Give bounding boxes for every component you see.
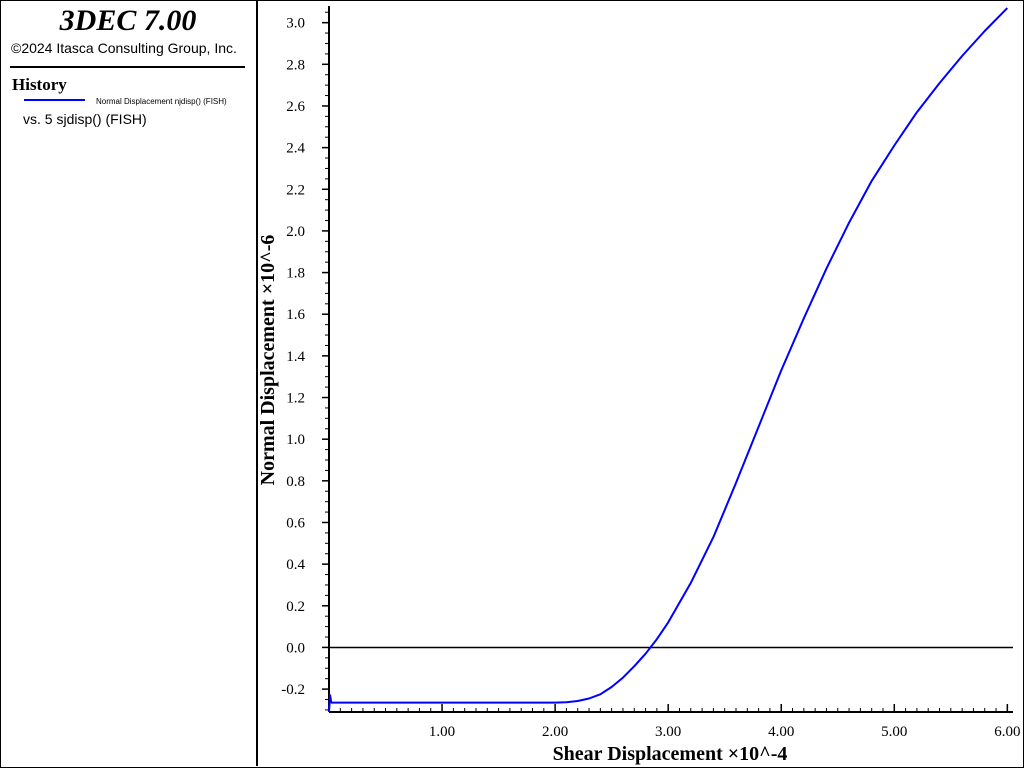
y-tick-label: 2.2 <box>286 182 305 198</box>
y-tick-label: 0.4 <box>286 557 305 573</box>
y-tick-label: 2.4 <box>286 141 305 157</box>
y-axis-title: Normal Displacement ×10^-6 <box>258 235 279 486</box>
y-tick-label: 0.6 <box>286 515 305 531</box>
y-tick-label: 1.4 <box>286 349 305 365</box>
legend-entry-label: Normal Displacement njdisp() (FISH) <box>96 97 227 106</box>
y-tick-label: 0.0 <box>286 640 305 656</box>
x-tick-label: 1.00 <box>429 724 455 740</box>
y-tick-label: 1.6 <box>286 307 305 323</box>
series-line-normal-displacement <box>328 7 1009 713</box>
series-group <box>328 7 1009 713</box>
y-tick-label: 1.2 <box>286 391 305 407</box>
legend-panel: 3DEC 7.00 ©2024 Itasca Consulting Group,… <box>0 0 258 766</box>
x-tick-label: 6.00 <box>994 724 1020 740</box>
legend-line-swatch <box>24 99 85 101</box>
y-tick-label: -0.2 <box>281 682 305 698</box>
x-tick-label: 4.00 <box>768 724 794 740</box>
y-tick-label: 2.0 <box>286 224 305 240</box>
legend-divider <box>10 66 245 68</box>
x-tick-label: 2.00 <box>542 724 568 740</box>
y-tick-label: 2.8 <box>286 57 305 73</box>
legend-vs-label: vs. 5 sjdisp() (FISH) <box>23 111 147 127</box>
legend-heading: History <box>12 75 67 94</box>
axes: -0.2 0.0 0.2 0.4 0.6 0.8 1.0 1.2 1.4 1.6 1.8 2.0 2.2… <box>281 6 1020 740</box>
y-tick-label: 3.0 <box>286 16 305 32</box>
history-plot: -0.2 0.0 0.2 0.4 0.6 0.8 1.0 1.2 1.4 1.6 1.8 2.0 2.2… <box>258 6 1020 765</box>
x-axis-title: Shear Displacement ×10^-4 <box>553 743 788 765</box>
copyright-text: ©2024 Itasca Consulting Group, Inc. <box>11 40 237 56</box>
x-tick-label: 3.00 <box>655 724 681 740</box>
y-tick-label: 2.6 <box>286 99 305 115</box>
y-tick-label: 0.8 <box>286 474 305 490</box>
y-tick-label: 1.0 <box>286 432 305 448</box>
x-tick-label: 5.00 <box>881 724 907 740</box>
y-tick-label: 0.2 <box>286 599 305 615</box>
app-title: 3DEC 7.00 <box>59 4 197 37</box>
y-tick-label: 1.8 <box>286 266 305 282</box>
